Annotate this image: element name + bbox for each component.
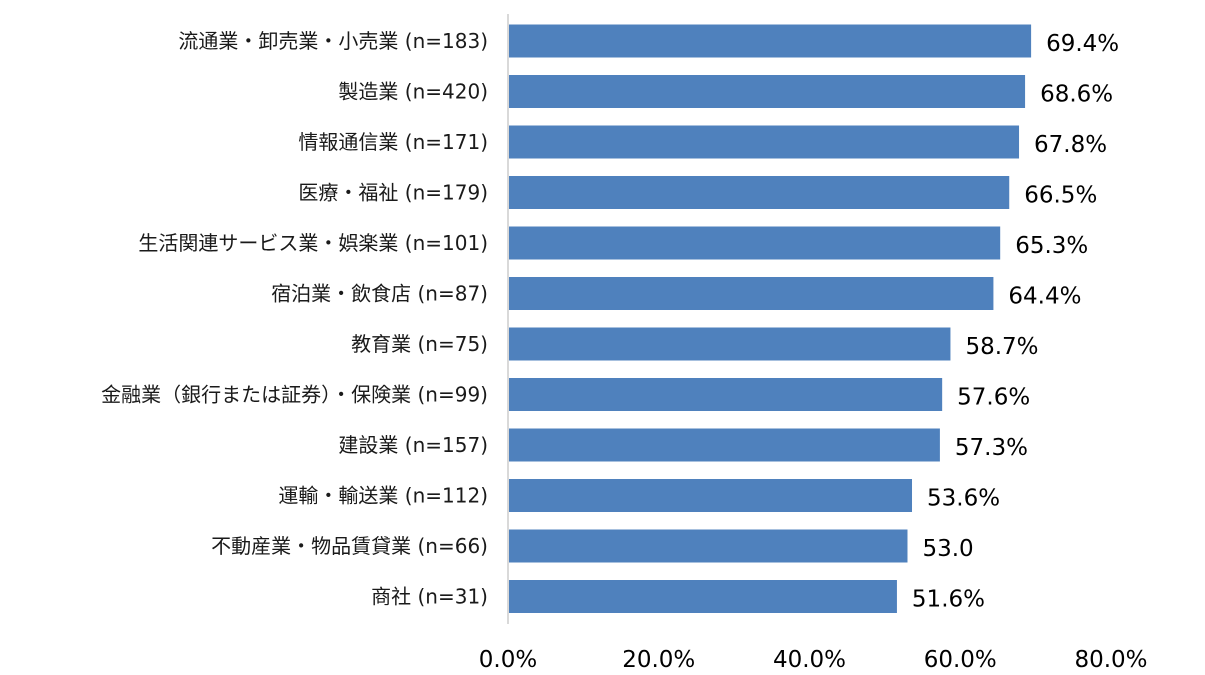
x-tick-label: 80.0%	[1074, 647, 1147, 673]
value-label: 68.6%	[1040, 82, 1113, 108]
bar	[509, 226, 1001, 260]
category-label: 運輸・輸送業 (n=112)	[278, 484, 488, 508]
bar	[509, 125, 1020, 159]
value-label: 53.6%	[927, 486, 1000, 512]
category-label: 情報通信業 (n=171)	[298, 130, 488, 154]
category-label: 不動産業・物品賃貸業 (n=66)	[211, 534, 488, 558]
value-label: 66.5%	[1024, 183, 1097, 209]
value-label: 53.0	[922, 536, 973, 562]
x-axis-tick-labels: 0.0% 20.0% 40.0% 60.0% 80.0%	[479, 647, 1148, 673]
value-labels: 69.4% 68.6% 67.8% 66.5% 65.3% 64.4% 58.7% 57.6%…	[912, 31, 1119, 613]
x-tick-label: 60.0%	[924, 647, 997, 673]
x-tick-label: 20.0%	[622, 647, 695, 673]
bar	[509, 479, 913, 512]
bar	[509, 75, 1026, 108]
bar	[509, 24, 1032, 58]
x-tick-label: 0.0%	[479, 647, 537, 673]
bar	[509, 277, 994, 310]
value-label: 51.6%	[912, 587, 985, 613]
value-label: 67.8%	[1034, 132, 1107, 158]
x-tick-label: 40.0%	[773, 647, 846, 673]
value-label: 57.3%	[955, 435, 1028, 461]
category-label: 教育業 (n=75)	[351, 332, 488, 356]
bar	[509, 428, 940, 462]
category-label: 金融業（銀行または証券）・保険業 (n=99)	[101, 383, 488, 407]
bar	[509, 327, 951, 361]
category-label: 建設業 (n=157)	[338, 433, 488, 457]
category-label: 宿泊業・飲食店 (n=87)	[271, 282, 488, 306]
bar	[509, 529, 908, 563]
value-label: 58.7%	[965, 334, 1038, 360]
category-label: 医療・福祉 (n=179)	[298, 181, 488, 205]
value-label: 65.3%	[1015, 233, 1088, 259]
bar	[509, 378, 943, 411]
bars-layer	[509, 24, 1032, 613]
bar	[509, 580, 897, 613]
value-label: 64.4%	[1008, 284, 1081, 310]
category-labels: 流通業・卸売業・小売業 (n=183) 製造業 (n=420) 情報通信業 (n=1…	[101, 29, 488, 609]
category-label: 生活関連サービス業・娯楽業 (n=101)	[138, 231, 488, 255]
value-label: 69.4%	[1046, 31, 1119, 57]
bar	[509, 176, 1010, 209]
category-label: 流通業・卸売業・小売業 (n=183)	[178, 29, 488, 53]
category-label: 製造業 (n=420)	[338, 80, 488, 104]
category-label: 商社 (n=31)	[371, 585, 488, 609]
value-label: 57.6%	[957, 385, 1030, 411]
